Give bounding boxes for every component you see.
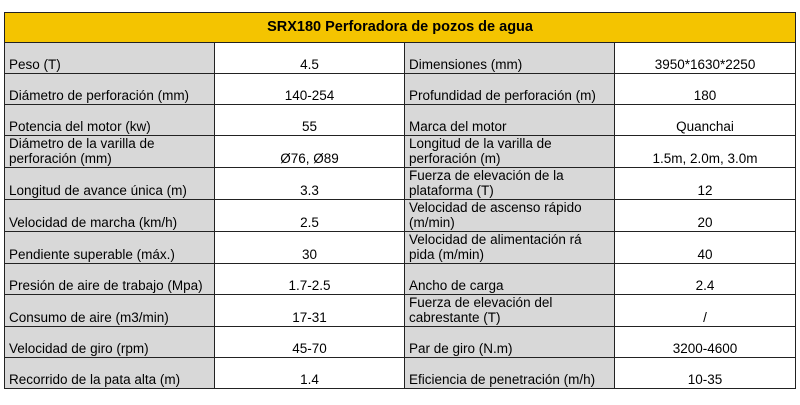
table-row: Peso (T) 4.5 Dimensiones (mm) 3950*1630*225… <box>4 42 797 74</box>
spec-sheet: SRX180 Perforadora de pozos de agua Peso… <box>3 12 797 389</box>
spec-label: Pendiente superable (máx.) <box>4 231 215 264</box>
spec-table: SRX180 Perforadora de pozos de agua Peso… <box>3 12 797 389</box>
spec-value: 1.4 <box>214 357 405 389</box>
spec-value: 20 <box>613 199 797 232</box>
spec-label: Consumo de aire (m3/min) <box>4 294 215 327</box>
spec-label: Velocidad de ascenso rápido (m/min) <box>404 199 615 232</box>
spec-value: 30 <box>214 231 405 264</box>
table-row: Pendiente superable (máx.) 30 Velocidad de… <box>4 231 797 264</box>
spec-value: 140-254 <box>214 73 405 105</box>
table-row: Velocidad de giro (rpm) 45-70 Par de giro … <box>4 326 797 358</box>
spec-label: Velocidad de giro (rpm) <box>4 326 215 358</box>
spec-value: 2.5 <box>214 199 405 232</box>
table-row: Longitud de avance única (m) 3.3 Fuerza de… <box>4 167 797 200</box>
spec-value: 55 <box>214 104 405 136</box>
table-row: Recorrido de la pata alta (m) 1.4 Eficienc… <box>4 357 797 389</box>
spec-label: Marca del motor <box>404 104 615 136</box>
spec-value: 3950*1630*2250 <box>613 42 797 74</box>
spec-label: Longitud de la varilla de perforación (m… <box>404 135 615 168</box>
table-row: Diámetro de la varilla de perforación (m… <box>4 135 797 168</box>
table-row: Diámetro de perforación (mm) 140-254 Profu… <box>4 73 797 105</box>
spec-value: / <box>613 294 797 327</box>
spec-label: Profundidad de perforación (m) <box>404 73 615 105</box>
spec-label: Recorrido de la pata alta (m) <box>4 357 215 389</box>
table-title: SRX180 Perforadora de pozos de agua <box>3 12 797 43</box>
table-title-row: SRX180 Perforadora de pozos de agua <box>3 12 797 43</box>
spec-label: Diámetro de la varilla de perforación (m… <box>4 135 215 168</box>
spec-label: Longitud de avance única (m) <box>4 167 215 200</box>
spec-value: Ø76, Ø89 <box>214 135 405 168</box>
spec-value: 10-35 <box>613 357 797 389</box>
spec-label: Peso (T) <box>4 42 215 74</box>
spec-label: Fuerza de elevación de la plataforma (T) <box>404 167 615 200</box>
spec-value: 1.5m, 2.0m, 3.0m <box>613 135 797 168</box>
spec-value: 2.4 <box>613 263 797 295</box>
spec-label: Eficiencia de penetración (m/h) <box>404 357 615 389</box>
spec-value: 3.3 <box>214 167 405 200</box>
spec-label: Ancho de carga <box>404 263 615 295</box>
spec-label: Velocidad de alimentación rá pida (m/min… <box>404 231 615 264</box>
spec-value: 12 <box>613 167 797 200</box>
spec-value: 180 <box>613 73 797 105</box>
spec-label: Presión de aire de trabajo (Mpa) <box>4 263 215 295</box>
table-row: Consumo de aire (m3/min) 17-31 Fuerza de e… <box>4 294 797 327</box>
table-row: Presión de aire de trabajo (Mpa) 1.7-2.5 A… <box>4 263 797 295</box>
spec-value: 3200-4600 <box>613 326 797 358</box>
spec-value: Quanchai <box>613 104 797 136</box>
spec-value: 40 <box>613 231 797 264</box>
spec-value: 17-31 <box>214 294 405 327</box>
spec-label: Dimensiones (mm) <box>404 42 615 74</box>
spec-label: Potencia del motor (kw) <box>4 104 215 136</box>
table-row: Velocidad de marcha (km/h) 2.5 Velocidad d… <box>4 199 797 232</box>
spec-label: Par de giro (N.m) <box>404 326 615 358</box>
spec-label: Fuerza de elevación del cabrestante (T) <box>404 294 615 327</box>
table-row: Potencia del motor (kw) 55 Marca del motor… <box>4 104 797 136</box>
spec-value: 1.7-2.5 <box>214 263 405 295</box>
spec-label: Diámetro de perforación (mm) <box>4 73 215 105</box>
spec-label: Velocidad de marcha (km/h) <box>4 199 215 232</box>
spec-value: 45-70 <box>214 326 405 358</box>
spec-value: 4.5 <box>214 42 405 74</box>
